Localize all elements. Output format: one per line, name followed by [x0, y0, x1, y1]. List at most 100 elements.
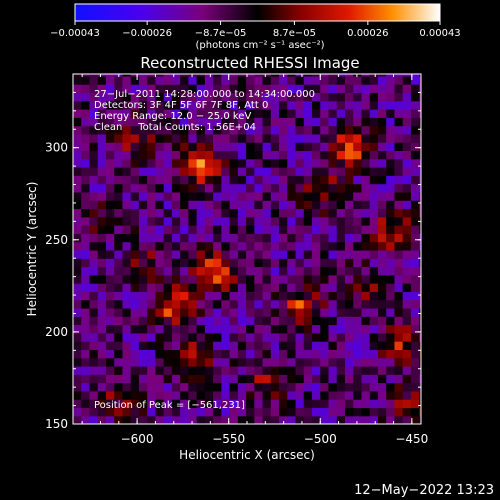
heatmap-cell: [295, 75, 305, 85]
heatmap-cell: [163, 274, 173, 284]
heatmap-cell: [287, 142, 297, 152]
heatmap-cell: [369, 84, 379, 94]
heatmap-cell: [402, 150, 412, 160]
heatmap-cell: [73, 75, 82, 85]
heatmap-cell: [97, 249, 107, 259]
heatmap-cell: [386, 133, 396, 143]
heatmap-cell: [303, 324, 313, 334]
heatmap-cell: [155, 216, 165, 226]
heatmap-cell: [180, 109, 189, 118]
heatmap-cell: [171, 415, 181, 424]
heatmap-cell: [402, 109, 412, 118]
heatmap-cell: [147, 349, 157, 359]
heatmap-cell: [155, 200, 165, 210]
heatmap-cell: [130, 167, 140, 176]
heatmap-cell: [295, 365, 305, 375]
heatmap-cell: [105, 233, 115, 243]
heatmap-cell: [114, 324, 124, 334]
heatmap-cell: [270, 374, 280, 384]
heatmap-cell: [138, 75, 148, 85]
heatmap-cell: [213, 365, 222, 375]
heatmap-cell: [369, 183, 379, 193]
heatmap-cell: [229, 258, 239, 268]
heatmap-cell: [114, 216, 124, 226]
heatmap-cell: [221, 249, 231, 259]
heatmap-cell: [369, 382, 379, 392]
heatmap-cell: [254, 291, 264, 301]
heatmap-cell: [254, 183, 264, 193]
heatmap-cell: [336, 324, 346, 334]
heatmap-cell: [138, 225, 148, 234]
heatmap-cell: [361, 407, 371, 417]
heatmap-cell: [213, 125, 222, 135]
heatmap-cell: [163, 307, 173, 317]
heatmap-cell: [147, 92, 157, 102]
heatmap-cell: [130, 299, 140, 309]
heatmap-cell: [188, 307, 198, 317]
heatmap-cell: [303, 133, 313, 143]
heatmap-cell: [163, 357, 173, 367]
heatmap-cell: [377, 142, 387, 152]
heatmap-cell: [204, 92, 214, 102]
heatmap-cell: [122, 175, 132, 185]
heatmap-cell: [369, 390, 379, 400]
heatmap-cell: [254, 399, 264, 409]
heatmap-cell: [73, 332, 82, 342]
heatmap-cell: [328, 175, 338, 185]
heatmap-cell: [89, 216, 99, 226]
heatmap-cell: [402, 158, 412, 168]
heatmap-cell: [287, 167, 297, 176]
heatmap-cell: [295, 299, 305, 309]
heatmap-cell: [262, 208, 272, 218]
heatmap-cell: [394, 341, 404, 350]
heatmap-cell: [237, 349, 247, 359]
heatmap-cell: [287, 117, 297, 127]
heatmap-cell: [246, 382, 255, 392]
heatmap-cell: [336, 283, 346, 292]
heatmap-cell: [97, 307, 107, 317]
heatmap-cell: [353, 84, 363, 94]
heatmap-cell: [221, 274, 231, 284]
heatmap-cell: [402, 357, 412, 367]
heatmap-cell: [105, 299, 115, 309]
heatmap-cell: [361, 390, 371, 400]
heatmap-cell: [410, 109, 420, 118]
heatmap-cell: [312, 142, 321, 152]
heatmap-cell: [270, 365, 280, 375]
colorbar: [74, 3, 441, 22]
heatmap-cell: [163, 233, 173, 243]
heatmap-cell: [97, 84, 107, 94]
heatmap-cell: [410, 291, 420, 301]
heatmap-cell: [369, 208, 379, 218]
heatmap-cell: [279, 158, 288, 168]
heatmap-cell: [163, 349, 173, 359]
heatmap-cell: [262, 167, 272, 176]
heatmap-cell: [89, 100, 99, 110]
heatmap-cell: [89, 307, 99, 317]
heatmap-cell: [130, 125, 140, 135]
heatmap-cell: [130, 175, 140, 185]
heatmap-cell: [295, 249, 305, 259]
heatmap-cell: [287, 249, 297, 259]
heatmap-cell: [287, 109, 297, 118]
heatmap-cell: [221, 216, 231, 226]
heatmap-cell: [369, 100, 379, 110]
heatmap-cell: [402, 241, 412, 251]
heatmap-cell: [254, 208, 264, 218]
heatmap-cell: [320, 109, 330, 118]
heatmap-cell: [320, 191, 330, 201]
heatmap-cell: [81, 216, 91, 226]
heatmap-cell: [163, 341, 173, 350]
heatmap-cell: [171, 133, 181, 143]
heatmap-cell: [73, 291, 82, 301]
heatmap-cell: [89, 299, 99, 309]
heatmap-cell: [155, 415, 165, 424]
heatmap-cell: [279, 399, 288, 409]
heatmap-cell: [229, 225, 239, 234]
heatmap-cell: [328, 142, 338, 152]
heatmap-cell: [221, 324, 231, 334]
colorbar-tick-label: −0.00043: [50, 28, 100, 39]
heatmap-cell: [361, 382, 371, 392]
heatmap-cell: [361, 191, 371, 201]
heatmap-cell: [369, 142, 379, 152]
